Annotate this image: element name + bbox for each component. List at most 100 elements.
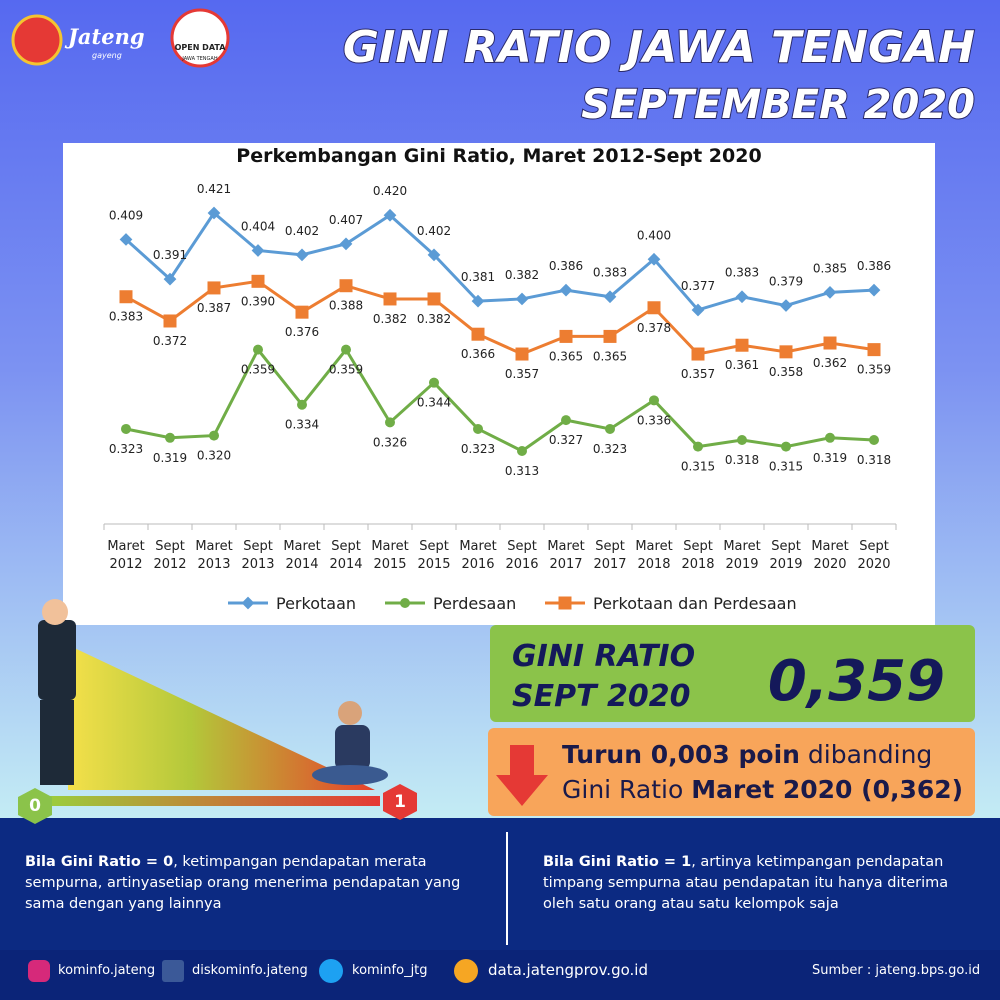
data-label: 0.382	[373, 312, 407, 326]
marker	[121, 423, 131, 434]
data-label: 0.391	[153, 248, 187, 262]
scale-min-label: 0	[29, 796, 41, 816]
poor-man-legs	[312, 765, 388, 785]
data-label: 0.402	[285, 224, 319, 238]
chart-panel	[63, 143, 935, 625]
highlight-label: GINI RATIO	[512, 639, 695, 674]
rich-man-body	[38, 620, 76, 700]
data-label: 0.382	[417, 312, 451, 326]
legend-label: Perdesaan	[433, 594, 516, 613]
data-label: 0.320	[197, 449, 231, 463]
marker	[385, 417, 395, 428]
x-tick-label: Sept 2016	[505, 539, 538, 572]
marker	[559, 329, 573, 343]
data-label: 0.357	[505, 367, 539, 381]
marker	[735, 338, 749, 352]
series-line	[125, 279, 875, 356]
marker	[825, 432, 835, 443]
marker	[163, 272, 177, 286]
x-tick-label: Sept 2012	[153, 539, 186, 572]
marker	[869, 434, 879, 445]
note: Bila Gini Ratio = 0, ketimpangan pendapa…	[25, 852, 465, 915]
data-label: 0.344	[417, 396, 451, 410]
data-label: 0.372	[153, 334, 187, 348]
change-text: Gini Ratio	[562, 775, 692, 804]
data-label: 0.421	[197, 182, 231, 196]
marker	[471, 294, 485, 308]
series-line	[124, 210, 875, 312]
data-label: 0.359	[857, 363, 891, 377]
rich-man-head	[42, 599, 68, 625]
down-arrow	[496, 745, 548, 806]
data-label: 0.407	[329, 213, 363, 227]
marker	[737, 434, 747, 445]
data-label: 0.358	[769, 365, 803, 379]
data-label: 0.381	[461, 270, 495, 284]
poor-man-body	[335, 725, 370, 770]
data-label: 0.334	[285, 418, 319, 432]
marker	[427, 292, 441, 306]
data-label: 0.386	[857, 259, 891, 273]
logo-jateng-sub: gayeng	[92, 51, 122, 60]
change-box	[488, 728, 975, 816]
scale-max-marker	[383, 784, 417, 820]
x-tick-label: Sept 2015	[417, 539, 450, 572]
marker	[515, 347, 529, 361]
marker	[297, 399, 307, 410]
scale-max-label: 1	[394, 792, 406, 812]
data-label: 0.404	[241, 219, 275, 233]
chart: Perkembangan Gini Ratio, Maret 2012-Sept…	[103, 145, 897, 613]
series-line	[125, 346, 875, 453]
marker	[165, 432, 175, 443]
legend-label: Perkotaan dan Perdesaan	[593, 594, 797, 613]
note-bold: Bila Gini Ratio = 0	[25, 854, 174, 870]
highlight-label: SEPT 2020	[512, 679, 691, 714]
data-label: 0.319	[153, 451, 187, 465]
marker	[693, 441, 703, 452]
data-label: 0.409	[109, 208, 143, 222]
data-label: 0.315	[769, 460, 803, 474]
data-label: 0.378	[637, 321, 671, 335]
x-tick-label: Sept 2014	[329, 539, 362, 572]
x-tick-label: Maret 2020	[811, 539, 848, 572]
logo-opendata	[170, 8, 230, 68]
marker	[119, 290, 133, 304]
data-label: 0.377	[681, 279, 715, 293]
marker	[471, 327, 485, 341]
marker	[517, 446, 527, 456]
data-label: 0.323	[109, 442, 143, 456]
highlight-value: 0,359	[768, 649, 945, 714]
data-label: 0.365	[549, 349, 583, 363]
data-label: 0.385	[813, 261, 847, 275]
logo-opendata-sub: JAWA TENGAH	[181, 56, 217, 62]
x-tick-label: Sept 2018	[681, 539, 714, 572]
gradient-triangle	[68, 645, 375, 790]
data-label: 0.383	[593, 266, 627, 280]
twitter-icon	[319, 959, 343, 983]
marker	[647, 301, 661, 315]
footer-facebook: diskominfo.jateng	[192, 963, 308, 978]
data-label: 0.323	[593, 442, 627, 456]
marker	[781, 441, 791, 452]
data-label: 0.382	[505, 268, 539, 282]
x-tick-label: Sept 2017	[593, 539, 626, 572]
page-title: GINI RATIO JAWA TENGAH	[343, 22, 975, 73]
rich-man-legs	[40, 700, 74, 785]
note-bold: Bila Gini Ratio = 1	[543, 854, 692, 870]
data-label: 0.318	[725, 453, 759, 467]
data-label: 0.400	[637, 228, 671, 242]
data-label: 0.366	[461, 347, 495, 361]
marker	[207, 206, 221, 220]
data-label: 0.318	[857, 453, 891, 467]
data-label: 0.420	[373, 184, 407, 198]
logo-opendata-text: OPEN DATA	[175, 43, 227, 52]
data-label: 0.313	[505, 464, 539, 478]
x-tick-label: Maret 2016	[459, 539, 496, 572]
marker	[429, 377, 439, 388]
marker	[207, 281, 221, 295]
legend-marker	[400, 598, 410, 608]
logo-jateng: Jateng	[64, 24, 145, 49]
poor-man-head	[338, 701, 362, 725]
data-label: 0.327	[549, 433, 583, 447]
data-label: 0.383	[725, 266, 759, 280]
